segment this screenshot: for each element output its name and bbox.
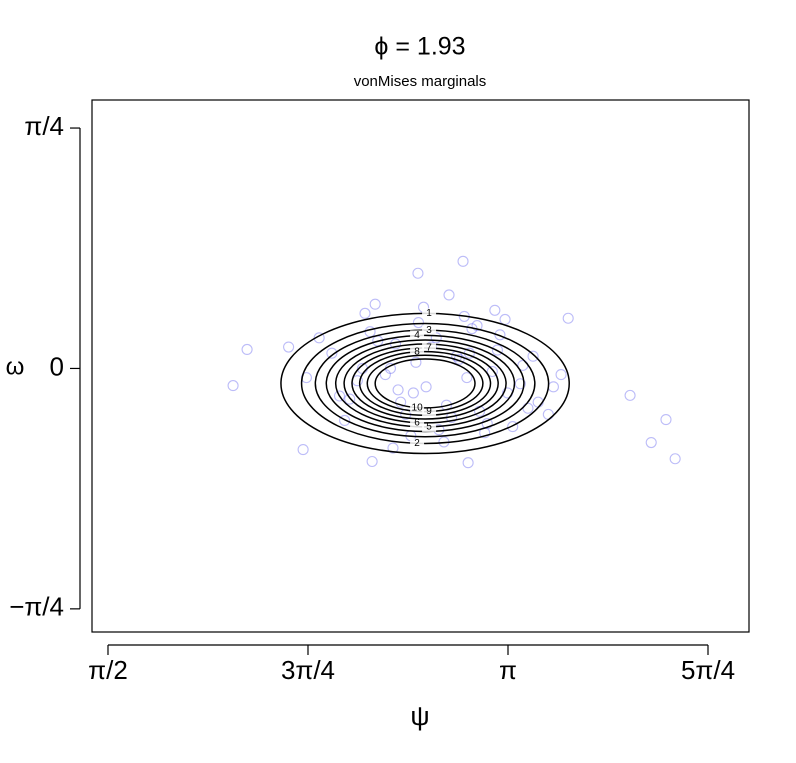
contour-label-bg	[410, 330, 425, 341]
contour-label-bg	[410, 402, 425, 413]
y-tick-label: −π/4	[9, 592, 64, 622]
scatter-point	[457, 255, 469, 267]
scatter-point	[462, 457, 474, 469]
y-tick-label: 0	[50, 351, 64, 381]
contour-label-bg	[410, 346, 425, 357]
plot-frame	[91, 99, 750, 633]
scatter-point	[542, 408, 554, 420]
scatter-point	[333, 390, 346, 402]
scatter-point	[344, 393, 356, 405]
chart-title: ϕ = 1.93	[374, 33, 465, 61]
scatter-point	[486, 365, 498, 378]
scatter-point	[420, 381, 432, 393]
contour-label: 2	[414, 438, 420, 449]
contour-line	[374, 358, 476, 409]
scatter-point	[461, 372, 473, 384]
scatter-point	[491, 344, 503, 356]
scatter-point	[527, 350, 539, 362]
contour-label-bg	[422, 342, 437, 353]
scatter-point	[387, 442, 399, 454]
scatter-point	[227, 380, 239, 392]
y-axis-label: ω	[6, 353, 25, 380]
scatter-point	[494, 329, 506, 341]
x-tick-label: π	[499, 655, 517, 685]
scatter-point	[471, 320, 483, 332]
scatter-point	[412, 316, 425, 329]
contour-label: 6	[414, 418, 420, 429]
contour-label-bg	[410, 417, 425, 428]
contour-label: 5	[426, 422, 432, 433]
scatter-point	[555, 369, 567, 381]
scatter-point	[547, 381, 559, 393]
scatter-point	[522, 402, 534, 414]
contour-label-bg	[422, 325, 437, 336]
scatter-point	[412, 267, 424, 279]
scatter-point	[624, 389, 636, 401]
y-tick-label: π/4	[24, 111, 64, 141]
scatter-point	[366, 455, 378, 468]
scatter-point	[481, 417, 493, 430]
contour-line	[300, 322, 550, 445]
scatter-point	[339, 414, 351, 427]
contour-label-bg	[422, 406, 437, 417]
contour-label: 8	[414, 346, 420, 357]
scatter-point	[369, 298, 381, 310]
scatter-point	[241, 343, 253, 356]
scatter-point	[326, 347, 338, 359]
contour-line	[358, 350, 492, 417]
contour-label: 3	[426, 325, 432, 336]
scatter-point	[395, 396, 407, 408]
scatter-point	[407, 387, 419, 399]
scatter-point	[443, 289, 455, 301]
scatter-point	[669, 453, 681, 465]
scatter-point	[430, 332, 442, 344]
scatter-point	[507, 421, 519, 433]
x-tick-label: 5π/4	[681, 655, 735, 685]
x-tick-label: 3π/4	[281, 655, 335, 685]
scatter-point	[359, 307, 371, 319]
contour-label: 9	[426, 406, 432, 417]
scatter-point	[660, 414, 672, 426]
scatter-point	[392, 384, 404, 396]
chart-subtitle: vonMises marginals	[354, 73, 487, 90]
contour-label-bg	[422, 421, 437, 432]
x-axis-label: ψ	[410, 701, 429, 731]
scatter-point	[499, 313, 511, 326]
scatter-point	[514, 378, 526, 390]
contour-label: 1	[426, 308, 432, 319]
scatter-point	[645, 436, 657, 449]
contour-label-bg	[410, 438, 425, 449]
scatter-point	[297, 444, 309, 456]
contour-label: 7	[426, 343, 432, 354]
scatter-point	[489, 304, 501, 316]
scatter-point	[283, 341, 295, 353]
contour-line	[366, 354, 484, 413]
contour-label-bg	[422, 308, 437, 319]
x-tick-label: π/2	[88, 655, 128, 685]
scatter-point	[410, 356, 422, 368]
contour-label: 10	[412, 403, 424, 414]
contour-label: 4	[414, 330, 420, 341]
scatter-point	[379, 369, 391, 381]
scatter-point	[562, 312, 574, 324]
